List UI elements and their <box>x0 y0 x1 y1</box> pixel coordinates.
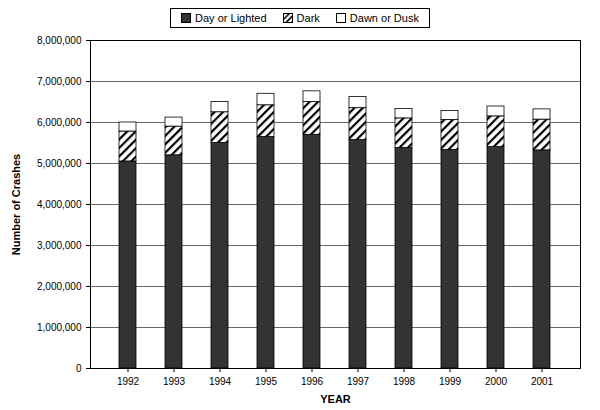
svg-text:2,000,000: 2,000,000 <box>37 281 82 292</box>
svg-text:1994: 1994 <box>209 376 232 387</box>
svg-text:2001: 2001 <box>531 376 554 387</box>
svg-text:Number of Crashes: Number of Crashes <box>10 154 22 255</box>
html-text:Day or Lighted: Day or Lighted <box>195 12 267 24</box>
svg-text:2000: 2000 <box>485 376 508 387</box>
svg-text:1999: 1999 <box>439 376 462 387</box>
svg-text:1,000,000: 1,000,000 <box>37 322 82 333</box>
svg-text:YEAR: YEAR <box>320 393 351 405</box>
html-text:Dark: Dark <box>296 12 320 24</box>
svg-text:8,000,000: 8,000,000 <box>37 35 82 46</box>
svg-text:5,000,000: 5,000,000 <box>37 158 82 169</box>
svg-text:6,000,000: 6,000,000 <box>37 117 82 128</box>
svg-text:1996: 1996 <box>301 376 324 387</box>
html-text:Dawn or Dusk: Dawn or Dusk <box>349 12 419 24</box>
svg-text:1993: 1993 <box>163 376 186 387</box>
svg-text:4,000,000: 4,000,000 <box>37 199 82 210</box>
svg-text:1997: 1997 <box>347 376 370 387</box>
svg-text:1995: 1995 <box>255 376 278 387</box>
svg-text:3,000,000: 3,000,000 <box>37 240 82 251</box>
svg-text:1992: 1992 <box>117 376 140 387</box>
svg-text:7,000,000: 7,000,000 <box>37 76 82 87</box>
svg-text:0: 0 <box>76 363 82 374</box>
svg-text:1998: 1998 <box>393 376 416 387</box>
